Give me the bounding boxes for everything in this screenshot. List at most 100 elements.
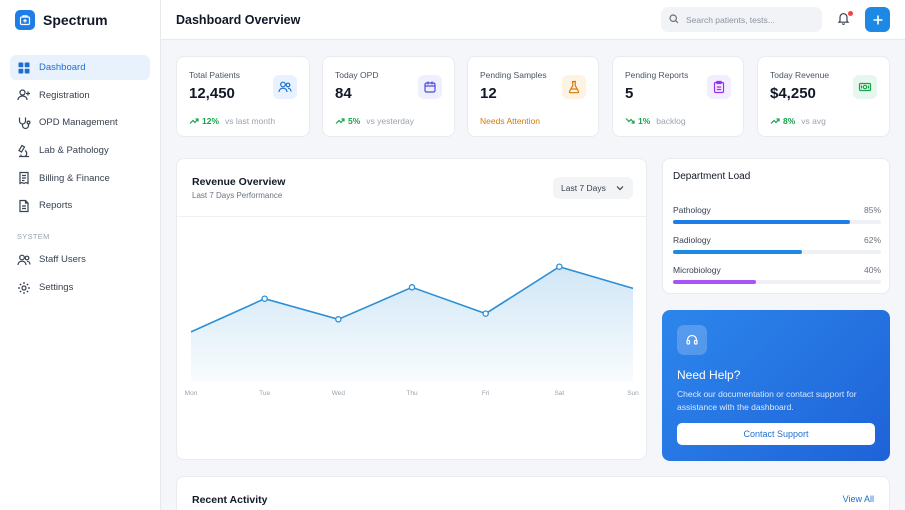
stat-card-pending-reports[interactable]: Pending Reports 5 1% backlog — [612, 56, 744, 137]
sidebar-item-dashboard[interactable]: Dashboard — [10, 55, 150, 80]
trend-note: backlog — [656, 116, 686, 126]
dept-progress-track — [673, 250, 881, 254]
dept-name: Microbiology — [673, 265, 721, 275]
x-tick-label: Thu — [406, 390, 418, 397]
trend-value: 1% — [638, 116, 651, 126]
calendar-icon — [418, 75, 442, 99]
stat-value: 5 — [625, 85, 634, 102]
search-input[interactable] — [686, 14, 806, 25]
dept-name: Radiology — [673, 235, 711, 245]
stat-value: 12,450 — [189, 85, 235, 102]
help-card: Need Help? Check our documentation or co… — [662, 310, 890, 461]
revenue-point[interactable] — [408, 284, 416, 291]
trend-value: 12% — [202, 116, 220, 126]
stat-value: 84 — [335, 85, 352, 102]
x-tick-label: Wed — [332, 390, 346, 397]
x-tick-label: Sat — [554, 390, 564, 397]
stat-label: Today OPD — [335, 70, 379, 80]
sidebar-item-registration[interactable]: Registration — [10, 83, 150, 108]
sidebar-item-label: Staff Users — [39, 254, 86, 266]
dept-progress-track — [673, 280, 881, 284]
sidebar-item-settings[interactable]: Settings — [10, 275, 150, 300]
trend-note: vs yesterday — [366, 116, 415, 126]
app-name: Spectrum — [43, 12, 108, 28]
stat-trend: 8% vs avg — [770, 116, 826, 126]
revenue-point[interactable] — [261, 295, 268, 302]
view-all-link[interactable]: View All — [842, 494, 874, 504]
revenue-area — [191, 266, 633, 381]
add-button[interactable] — [865, 7, 890, 32]
grid-icon — [17, 61, 31, 75]
department-title: Department Load — [673, 171, 751, 182]
range-dropdown[interactable]: Last 7 Days — [553, 177, 633, 199]
x-tick-label: Fri — [482, 390, 490, 397]
sidebar-item-label: Billing & Finance — [39, 172, 110, 184]
document-icon — [17, 199, 31, 213]
stat-card-today-revenue[interactable]: Today Revenue $4,250 8% vs avg — [757, 56, 890, 137]
users-icon — [17, 253, 31, 267]
warning-text: Needs Attention — [480, 116, 541, 126]
dept-row-radiology: Radiology 62% — [673, 235, 881, 254]
microscope-icon — [17, 144, 31, 158]
trend-up-icon — [770, 118, 780, 124]
trend-up-icon — [335, 118, 345, 124]
trend-up-icon — [189, 118, 199, 124]
gear-icon — [17, 281, 31, 295]
revenue-point[interactable] — [556, 263, 563, 270]
range-dropdown-label: Last 7 Days — [561, 183, 606, 193]
x-tick-label: Mon — [185, 390, 198, 397]
stat-label: Pending Samples — [480, 70, 547, 80]
trend-value: 8% — [783, 116, 796, 126]
headset-icon — [677, 325, 707, 355]
x-tick-label: Sun — [627, 390, 639, 397]
sidebar-item-billing-finance[interactable]: Billing & Finance — [10, 166, 150, 191]
x-tick-label: Tue — [259, 390, 270, 397]
brand[interactable]: Spectrum — [15, 9, 108, 31]
stat-trend: 5% vs yesterday — [335, 116, 414, 126]
sidebar-item-reports[interactable]: Reports — [10, 193, 150, 218]
cash-icon — [853, 75, 877, 99]
stat-label: Total Patients — [189, 70, 241, 80]
sidebar-item-opd-management[interactable]: OPD Management — [10, 110, 150, 135]
divider — [177, 216, 646, 217]
user-plus-icon — [17, 88, 31, 102]
revenue-point[interactable] — [335, 316, 342, 323]
stethoscope-icon — [17, 116, 31, 130]
revenue-overview-card: Revenue Overview Last 7 Days Performance… — [176, 158, 647, 460]
sidebar-item-label: Registration — [39, 89, 90, 101]
clipboard-icon — [707, 75, 731, 99]
revenue-point[interactable] — [482, 310, 489, 317]
dept-progress-fill — [673, 220, 850, 224]
revenue-chart: Mon Tue Wed Thu Fri Sat Sun — [185, 263, 639, 397]
page-title: Dashboard Overview — [176, 13, 301, 27]
notification-dot — [848, 11, 853, 16]
recent-activity-title: Recent Activity — [192, 494, 268, 506]
bell-icon — [837, 13, 850, 25]
contact-support-button[interactable]: Contact Support — [677, 423, 875, 445]
top-header: Dashboard Overview — [161, 0, 905, 40]
help-title: Need Help? — [677, 368, 741, 382]
trend-value: 5% — [348, 116, 361, 126]
department-load-card: Department Load Pathology 85% Radiology … — [662, 158, 890, 294]
stat-card-pending-samples[interactable]: Pending Samples 12 Needs Attention — [467, 56, 599, 137]
chevron-down-icon — [616, 186, 624, 191]
dept-progress-fill — [673, 250, 802, 254]
dept-row-pathology: Pathology 85% — [673, 205, 881, 224]
dept-progress-track — [673, 220, 881, 224]
stat-card-today-opd[interactable]: Today OPD 84 5% vs yesterday — [322, 56, 455, 137]
flask-icon — [562, 75, 586, 99]
sidebar-nav: Dashboard Registration OPD Management La… — [10, 55, 150, 303]
stat-value: 12 — [480, 85, 497, 102]
stat-card-total-patients[interactable]: Total Patients 12,450 12% vs last month — [176, 56, 310, 137]
notification-button[interactable] — [837, 11, 853, 27]
trend-down-icon — [625, 118, 635, 124]
trend-note: vs last month — [225, 116, 276, 126]
stat-trend: 1% backlog — [625, 116, 686, 126]
search-box[interactable] — [661, 7, 822, 32]
dept-row-microbiology: Microbiology 40% — [673, 265, 881, 284]
sidebar-item-staff-users[interactable]: Staff Users — [10, 247, 150, 272]
dept-percent: 62% — [863, 235, 881, 245]
trend-note: vs avg — [801, 116, 826, 126]
sidebar-item-label: Lab & Pathology — [39, 145, 109, 157]
sidebar-item-lab-pathology[interactable]: Lab & Pathology — [10, 138, 150, 163]
